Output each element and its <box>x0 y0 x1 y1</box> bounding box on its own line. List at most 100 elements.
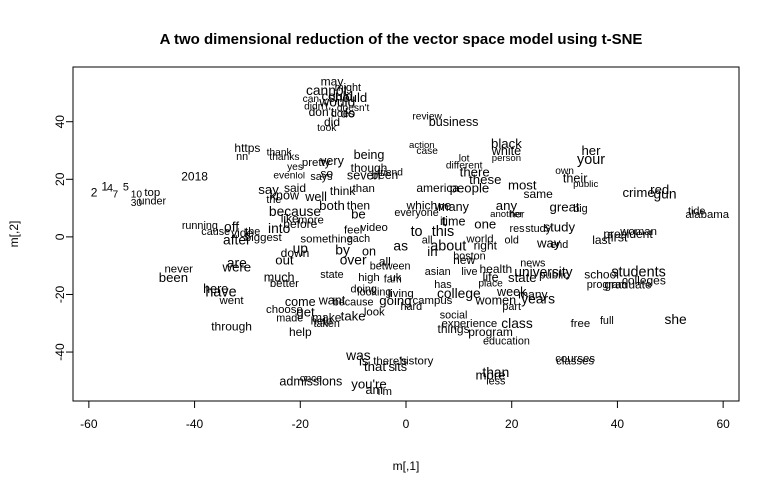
x-axis: -60 -40 -20 0 20 40 60 <box>80 400 730 431</box>
word-point: might <box>335 82 361 94</box>
word-point: red <box>650 182 669 197</box>
word-point: do <box>341 106 356 121</box>
word-point: was <box>345 348 371 363</box>
y-tick-label: 20 <box>53 172 67 186</box>
word-point: https <box>234 141 260 155</box>
word-point: said <box>284 181 306 195</box>
word-point: 7 <box>112 189 118 200</box>
word-point: social <box>440 309 468 321</box>
word-point: america <box>416 181 459 195</box>
word-point: help <box>289 325 312 339</box>
word-point: res <box>510 223 526 235</box>
word-point: things <box>438 322 470 336</box>
word-point: all <box>379 255 391 269</box>
word-point: took <box>317 123 337 134</box>
word-point: university <box>514 264 572 279</box>
word-point: she <box>664 312 687 327</box>
word-point: women <box>475 294 517 308</box>
word-point: way <box>536 235 561 250</box>
word-point: health <box>480 262 513 276</box>
word-point: week <box>496 285 527 299</box>
word-point: students <box>611 264 665 280</box>
word-point: colleges <box>622 273 666 287</box>
word-point: woman <box>619 226 657 238</box>
word-point: did <box>324 115 340 129</box>
word-point: its <box>394 360 407 374</box>
word-point: the <box>245 226 260 238</box>
word-point: come <box>285 295 316 309</box>
word-point: both <box>319 198 345 213</box>
word-point: very <box>320 154 344 168</box>
word-point: graduate <box>604 278 652 292</box>
word-point: like <box>281 211 299 225</box>
word-point: pretty <box>302 157 331 169</box>
word-point: full <box>600 315 614 327</box>
word-point: friend <box>377 168 403 179</box>
word-point: you're <box>351 376 387 391</box>
word-point: program <box>468 325 513 339</box>
word-point: in <box>427 244 437 259</box>
word-point: 30 <box>131 198 143 209</box>
word-point: make <box>312 311 342 325</box>
word-point: class <box>501 316 533 331</box>
word-point: less <box>486 376 506 388</box>
word-point: then <box>347 198 370 212</box>
word-point: one <box>474 217 496 232</box>
word-point: nn <box>236 151 248 163</box>
word-point: most <box>508 178 537 193</box>
word-point: their <box>563 171 588 185</box>
word-point: as <box>393 238 408 253</box>
word-point: own <box>555 166 574 177</box>
word-point: high <box>358 272 380 284</box>
word-point: many <box>518 288 547 302</box>
word-point: more <box>476 368 506 383</box>
word-point: everyone <box>394 207 438 219</box>
word-point: years <box>521 292 555 307</box>
word-point: are <box>227 256 247 271</box>
word-point: may <box>321 75 344 89</box>
word-point: that's <box>364 359 396 374</box>
word-point: 2 <box>91 185 98 199</box>
word-point: study <box>544 219 576 234</box>
word-point: case <box>416 146 438 157</box>
word-point: we <box>434 198 452 213</box>
y-axis: -40 -20 0 20 40 <box>53 115 74 361</box>
word-point: action <box>409 140 435 151</box>
word-point: gun <box>653 187 676 202</box>
word-point: public <box>539 269 569 281</box>
word-point: yes <box>287 162 303 173</box>
word-point: about <box>430 239 466 255</box>
word-point: campus <box>412 295 452 307</box>
word-point: between <box>370 260 411 272</box>
word-point: help <box>311 315 333 327</box>
word-point: college <box>437 286 481 301</box>
word-point: part <box>502 301 521 313</box>
word-point: any <box>496 198 518 213</box>
word-point: so <box>320 167 333 181</box>
word-point: doesn't <box>337 103 370 114</box>
word-point: this <box>432 224 454 240</box>
x-tick-label: 60 <box>716 417 730 431</box>
word-point: business <box>429 115 479 129</box>
word-point: person <box>492 153 521 164</box>
word-point: courses <box>555 353 595 365</box>
word-point: all <box>422 235 433 247</box>
word-point: school <box>584 268 619 282</box>
word-point: program <box>587 279 627 291</box>
x-tick-label: 40 <box>611 417 625 431</box>
word-point: looking <box>357 286 391 298</box>
word-point: white <box>491 144 521 158</box>
word-point: black <box>491 136 522 151</box>
word-point: hard <box>400 301 422 313</box>
word-point: say <box>258 182 279 197</box>
word-point: fam <box>384 273 402 285</box>
word-point: new <box>453 253 475 267</box>
word-point: biggest <box>245 232 283 244</box>
word-point: many <box>438 200 469 214</box>
word-point: should <box>328 90 367 105</box>
word-point: last <box>592 233 611 247</box>
word-point: there's <box>373 356 407 368</box>
word-point: here <box>203 282 228 296</box>
